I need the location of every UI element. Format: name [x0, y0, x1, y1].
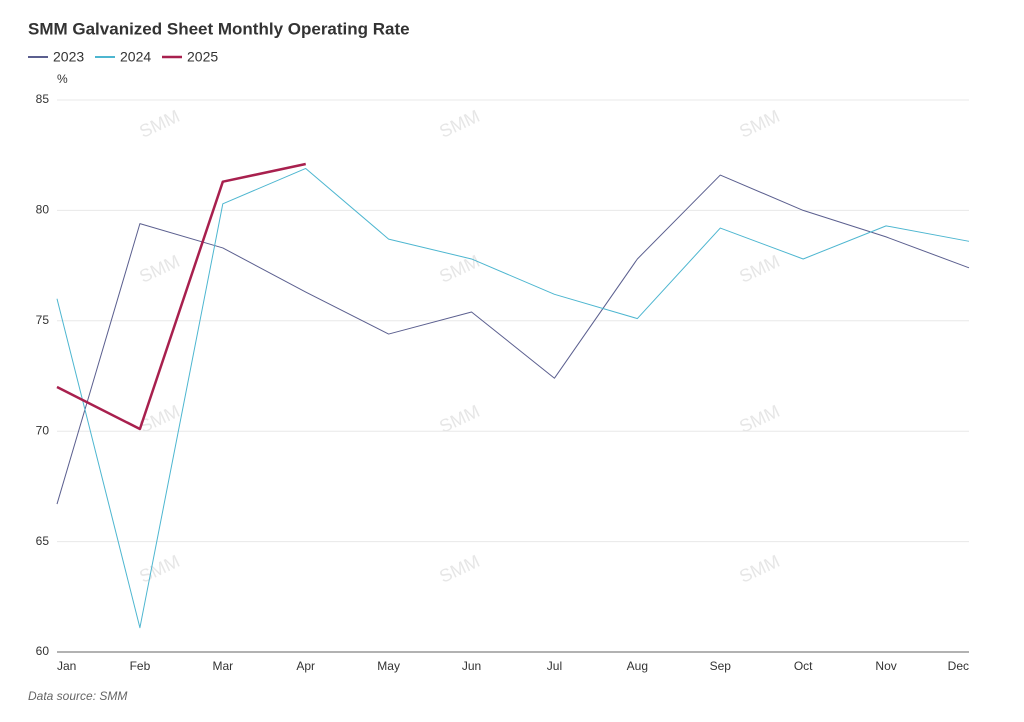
watermark: SMM [436, 106, 483, 142]
y-unit: % [57, 72, 68, 86]
x-tick-label: Jan [57, 659, 76, 673]
y-tick-label: 85 [36, 92, 50, 106]
x-tick-label: Aug [627, 659, 648, 673]
series-line [56, 167, 970, 629]
watermark: SMM [736, 106, 783, 142]
x-tick-label: Sep [710, 659, 732, 673]
watermark: SMM [136, 251, 183, 287]
watermark: SMM [136, 106, 183, 142]
legend-label: 2024 [120, 49, 151, 65]
y-tick-label: 60 [36, 644, 50, 658]
source: Data source: SMM [28, 689, 127, 703]
x-tick-label: Dec [948, 659, 969, 673]
y-tick-label: 80 [36, 203, 50, 217]
y-tick-label: 65 [36, 534, 50, 548]
x-tick-label: Mar [212, 659, 233, 673]
legend-label: 2025 [187, 49, 218, 65]
x-tick-label: Oct [794, 659, 813, 673]
y-tick-label: 70 [36, 423, 50, 437]
x-tick-label: Apr [296, 659, 315, 673]
x-tick-label: Feb [130, 659, 151, 673]
watermark: SMM [736, 251, 783, 287]
chart-title: SMM Galvanized Sheet Monthly Operating R… [28, 19, 410, 38]
x-tick-label: Jul [547, 659, 562, 673]
watermark: SMM [736, 551, 783, 587]
x-tick-label: Jun [462, 659, 481, 673]
series-line [56, 162, 306, 431]
watermark: SMM [136, 551, 183, 587]
y-tick-label: 75 [36, 313, 50, 327]
x-tick-label: Nov [875, 659, 896, 673]
x-tick-label: May [377, 659, 400, 673]
legend-label: 2023 [53, 49, 84, 65]
series-line [56, 174, 970, 505]
watermark: SMM [436, 551, 483, 587]
